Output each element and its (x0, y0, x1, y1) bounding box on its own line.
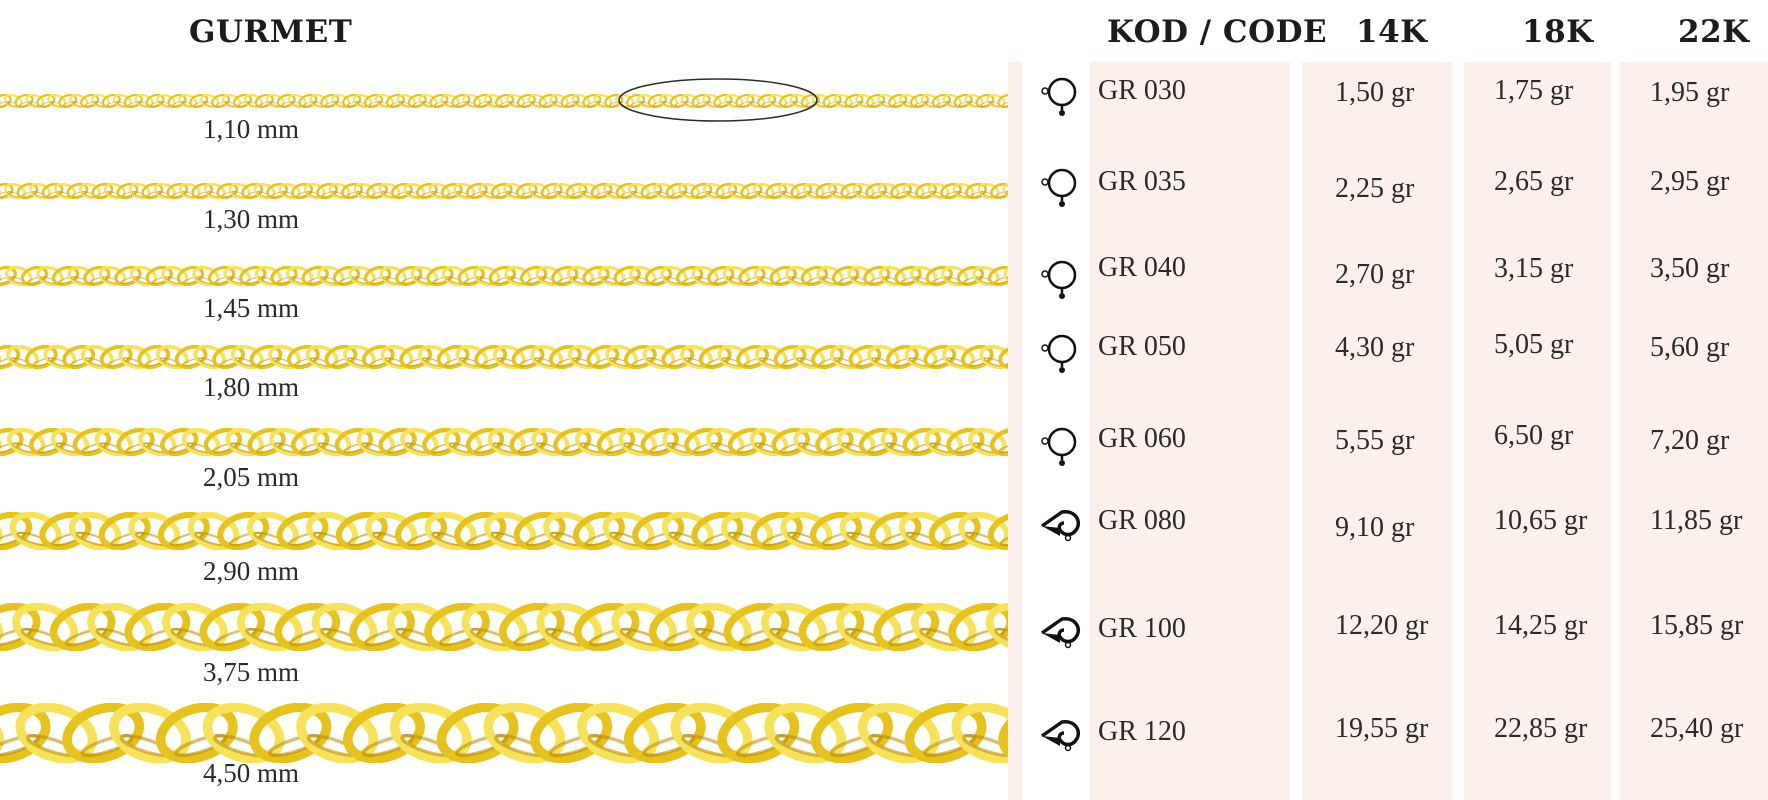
product-code: GR 050 (1098, 331, 1186, 362)
product-code: GR 040 (1098, 252, 1186, 283)
k22-column-header: 22K (1678, 14, 1750, 50)
chain-image-gr120 (0, 703, 1008, 763)
chain-image-gr060 (0, 428, 1008, 456)
k18-column-band (1464, 62, 1611, 800)
chain-image-gr030 (0, 94, 1008, 108)
weight-14k: 1,50 gr (1335, 77, 1415, 108)
weight-22k: 2,95 gr (1650, 166, 1730, 197)
size-label: 4,50 mm (203, 758, 300, 788)
size-label: 3,75 mm (203, 657, 300, 687)
spring-ring-clasp-icon (1041, 77, 1077, 116)
chain-image-gr100 (0, 603, 1008, 651)
spring-ring-clasp-icon (1041, 168, 1077, 207)
size-label: 1,80 mm (203, 372, 300, 402)
weight-22k: 7,20 gr (1650, 425, 1730, 456)
code-column-header: KOD / CODE (1107, 14, 1328, 50)
weight-14k: 2,70 gr (1335, 259, 1415, 290)
k14-column-header: 14K (1356, 14, 1428, 50)
weight-14k: 5,55 gr (1335, 425, 1415, 456)
weight-18k: 5,05 gr (1494, 329, 1574, 360)
code-column-band (1090, 62, 1290, 800)
size-label: 1,10 mm (203, 114, 300, 144)
weight-14k: 19,55 gr (1335, 713, 1429, 744)
chain-detail-highlight (618, 78, 818, 122)
chain-image-gr050 (0, 345, 1008, 369)
weight-22k: 15,85 gr (1650, 610, 1744, 641)
k22-column-band (1620, 62, 1768, 800)
weight-18k: 14,25 gr (1494, 610, 1588, 641)
weight-22k: 1,95 gr (1650, 77, 1730, 108)
product-code: GR 080 (1098, 505, 1186, 536)
product-code: GR 100 (1098, 613, 1186, 644)
size-label: 1,45 mm (203, 293, 300, 323)
product-code: GR 060 (1098, 423, 1186, 454)
product-code: GR 030 (1098, 75, 1186, 106)
weight-18k: 10,65 gr (1494, 505, 1588, 536)
spring-ring-clasp-icon (1041, 260, 1077, 299)
weight-14k: 9,10 gr (1335, 512, 1415, 543)
size-label: 2,05 mm (203, 462, 300, 492)
chain-image-gr035 (0, 183, 1008, 199)
weight-22k: 3,50 gr (1650, 253, 1730, 284)
clasp-column-band (1008, 62, 1022, 800)
weight-22k: 25,40 gr (1650, 713, 1744, 744)
lobster-clasp-icon (1040, 510, 1081, 542)
weight-18k: 22,85 gr (1494, 713, 1588, 744)
weight-18k: 3,15 gr (1494, 253, 1574, 284)
weight-22k: 5,60 gr (1650, 332, 1730, 363)
lobster-clasp-icon (1040, 720, 1081, 752)
k18-column-header: 18K (1522, 14, 1594, 50)
size-label: 1,30 mm (203, 204, 300, 234)
chain-image-gr040 (0, 266, 1008, 286)
weight-14k: 2,25 gr (1335, 173, 1415, 204)
lobster-clasp-icon (1040, 617, 1081, 649)
k14-column-band (1302, 62, 1452, 800)
product-title: GURMET (189, 14, 353, 50)
spring-ring-clasp-icon (1041, 334, 1077, 373)
weight-14k: 4,30 gr (1335, 332, 1415, 363)
size-label: 2,90 mm (203, 556, 300, 586)
weight-18k: 2,65 gr (1494, 166, 1574, 197)
product-code: GR 035 (1098, 166, 1186, 197)
chain-image-gr080 (0, 512, 1008, 550)
product-code: GR 120 (1098, 716, 1186, 747)
weight-18k: 6,50 gr (1494, 420, 1574, 451)
spring-ring-clasp-icon (1041, 427, 1077, 466)
weight-22k: 11,85 gr (1650, 505, 1743, 536)
weight-18k: 1,75 gr (1494, 75, 1574, 106)
weight-14k: 12,20 gr (1335, 610, 1429, 641)
